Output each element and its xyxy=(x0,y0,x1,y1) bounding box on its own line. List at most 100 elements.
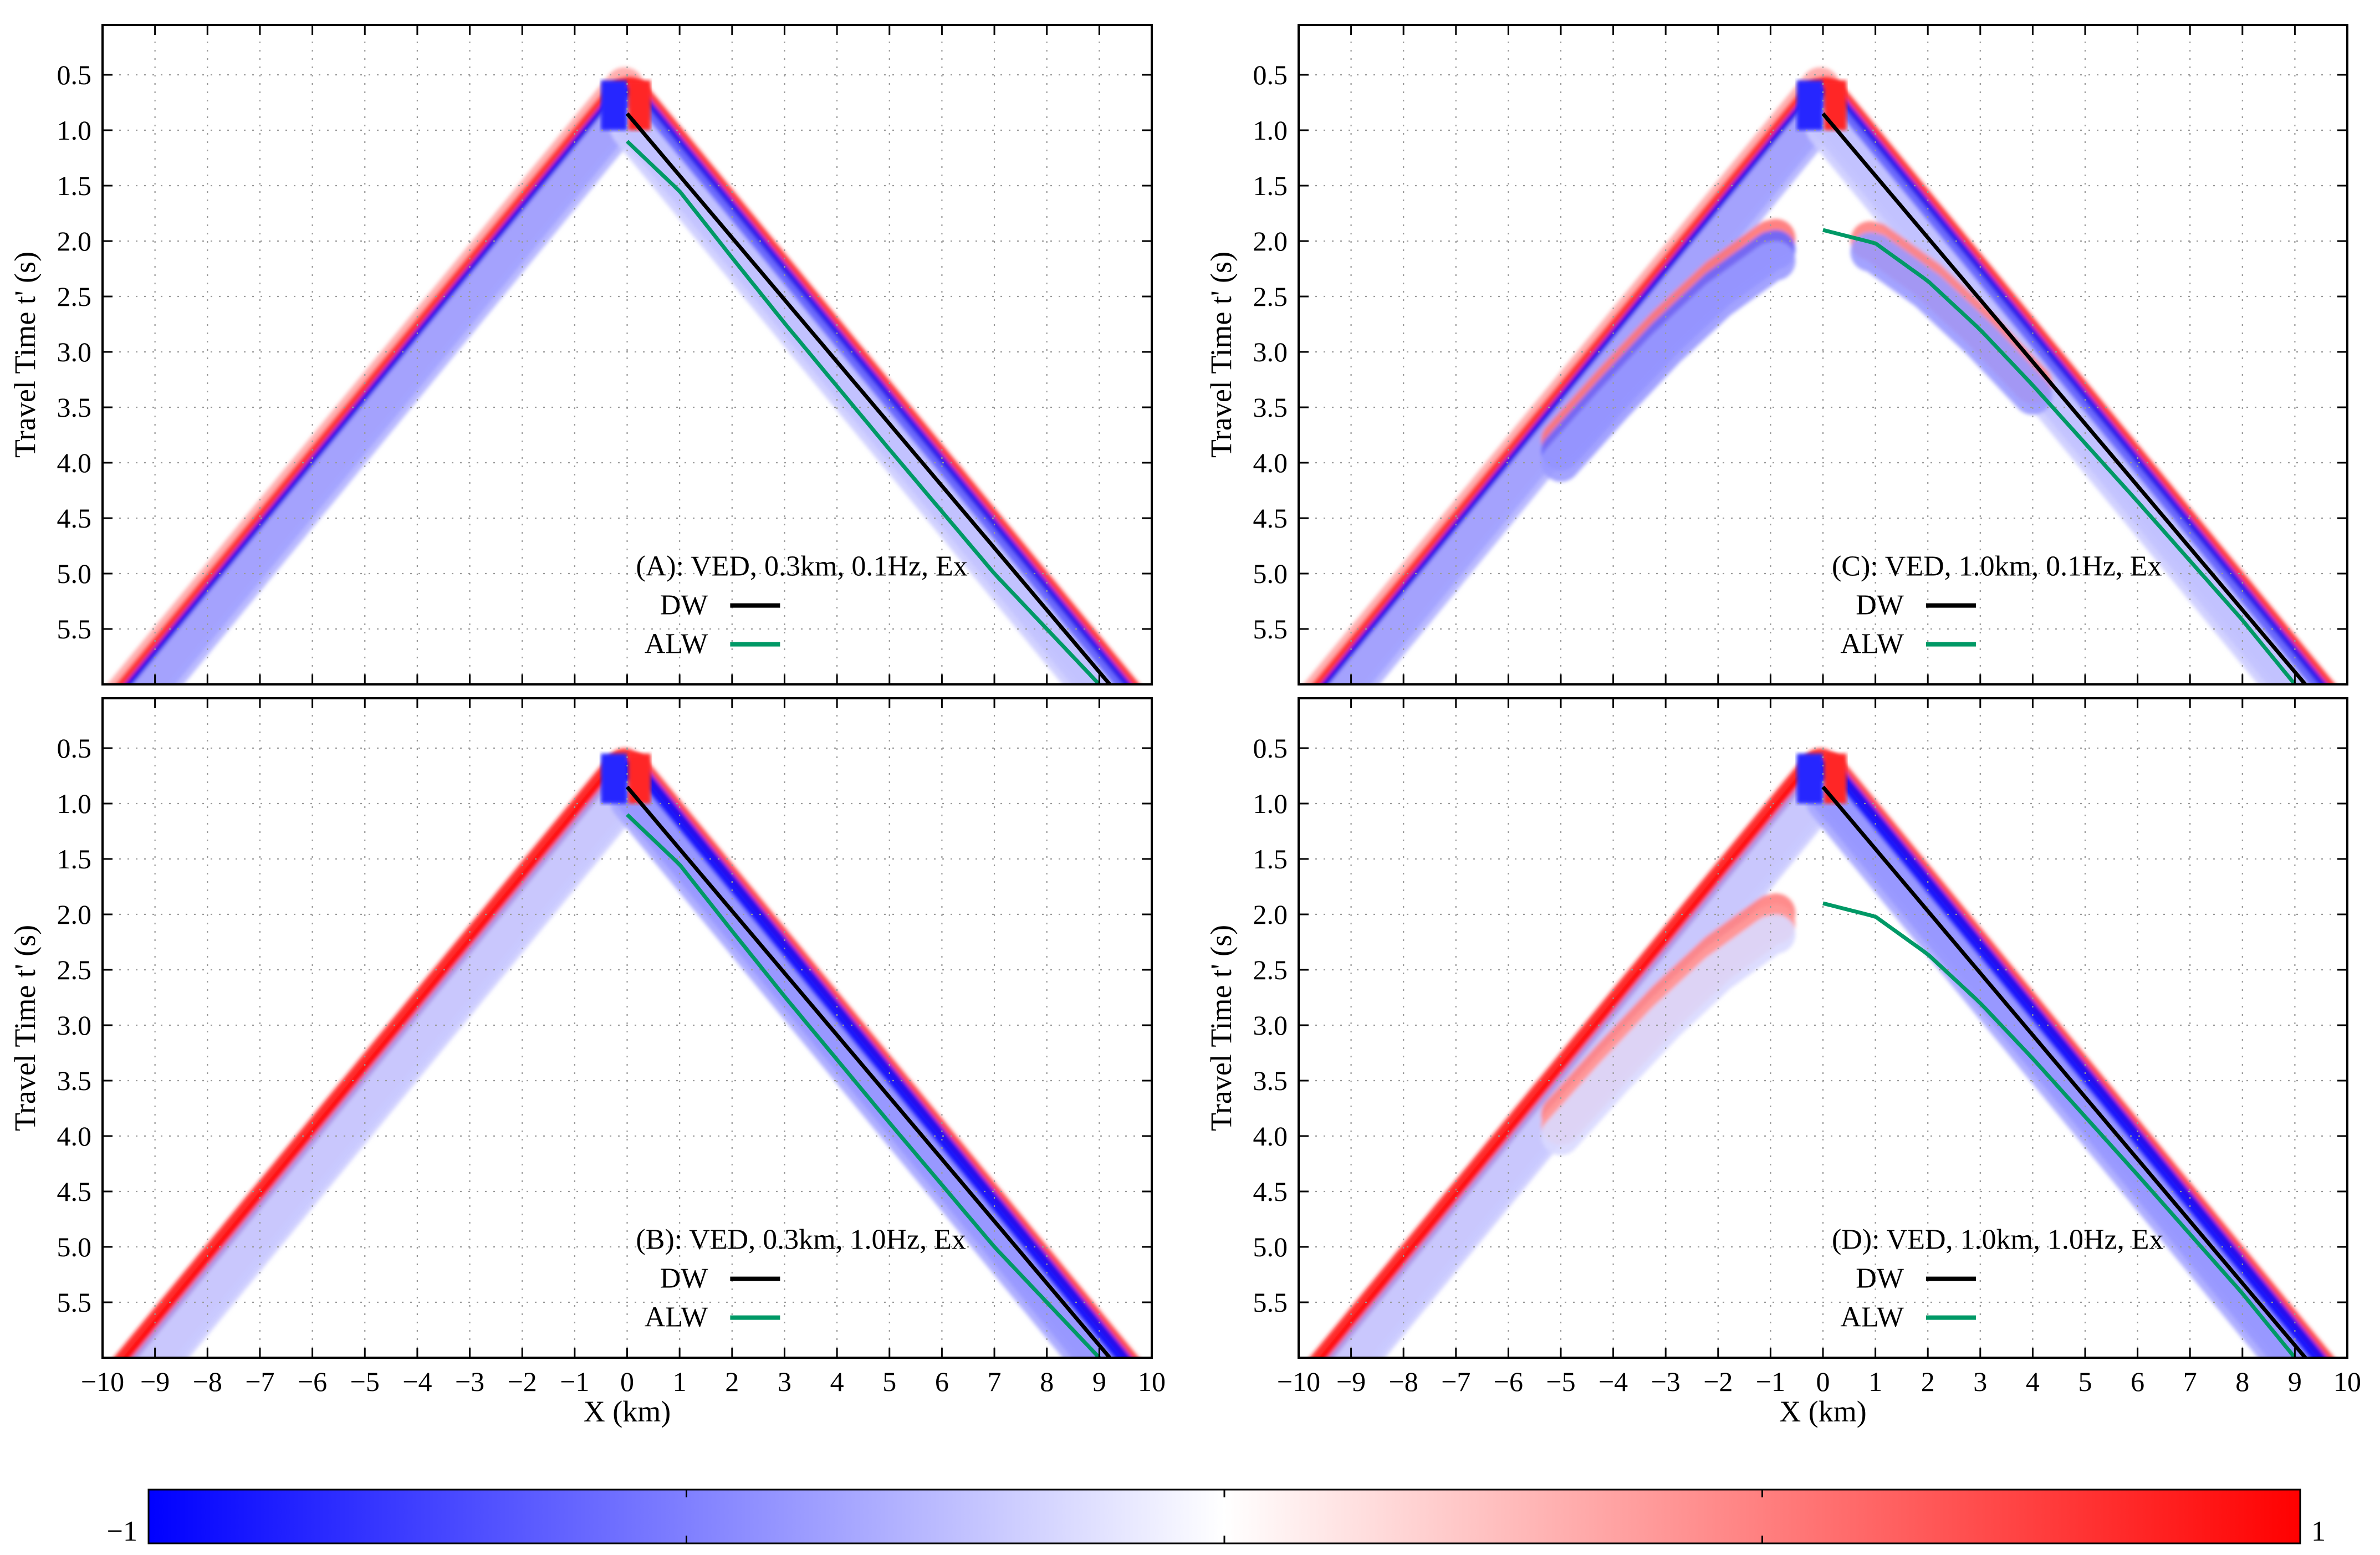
y-tick-label: 2.5 xyxy=(57,954,92,985)
left-secondary-neg-2 xyxy=(1541,914,1796,1155)
alw-curve-a xyxy=(626,140,1101,684)
apex-neg-blob xyxy=(1796,80,1823,130)
x-tick-label: 10 xyxy=(2333,1366,2361,1397)
y-axis-c: 0.5 1.0 1.5 2.0 2.5 3.0 3.5 4.0 4.5 5.0 5.5 Travel … xyxy=(1204,59,2347,644)
wavefield-a xyxy=(107,67,1140,684)
y-tick-label: 1.5 xyxy=(1253,843,1288,874)
x-tick-label: −7 xyxy=(245,1366,274,1397)
y-axis-title: Travel Time t' (s) xyxy=(1204,252,1238,458)
panel-a: 0.5 1.0 1.5 2.0 2.5 3.0 3.5 4.0 4.5 5.0 5.5 Travel … xyxy=(8,24,1153,686)
x-tick-label: −9 xyxy=(140,1366,170,1397)
x-tick-label: 0 xyxy=(1816,1366,1830,1397)
y-tick-label: 3.0 xyxy=(57,1010,92,1041)
colorbar-gradient xyxy=(147,1488,2301,1544)
panel-title: (A): VED, 0.3km, 0.1Hz, Ex xyxy=(636,551,967,582)
alw-curve-c xyxy=(1822,228,2297,684)
dw-curve-c xyxy=(1821,112,2307,684)
grid-d xyxy=(1299,698,2347,1358)
right-arm-neg-3 xyxy=(610,781,1114,1358)
x-tick-label: 1 xyxy=(1868,1366,1882,1397)
legend-label-dw: DW xyxy=(660,590,708,621)
y-tick-label: 5.5 xyxy=(1253,1287,1288,1318)
y-tick-label: 2.5 xyxy=(1253,954,1288,985)
legend-label-alw: ALW xyxy=(1840,628,1904,660)
x-tick-label: 3 xyxy=(1973,1366,1987,1397)
x-tick-label: −2 xyxy=(508,1366,537,1397)
grid-a xyxy=(103,25,1152,684)
y-tick-label: 2.0 xyxy=(1253,226,1288,257)
panel-title: (C): VED, 1.0km, 0.1Hz, Ex xyxy=(1832,551,2162,582)
apex-pos-blob xyxy=(628,754,651,804)
y-tick-label: 4.5 xyxy=(1253,1176,1288,1207)
x-axis-title: X (km) xyxy=(584,1395,671,1428)
y-tick-label: 2.0 xyxy=(57,899,92,930)
y-tick-label: 5.0 xyxy=(57,1231,92,1262)
y-tick-label: 2.5 xyxy=(57,281,92,312)
legend-d: (D): VED, 1.0km, 1.0Hz, Ex DW ALW xyxy=(1832,1224,2163,1333)
panel-d: 0.5 1.0 1.5 2.0 2.5 3.0 3.5 4.0 4.5 5.0 5.5 Travel … xyxy=(1204,697,2361,1428)
x-axis-b: −10 −9 −8 −7 −6 −5 −4 −3 −2 −1 0 1 2 3 4 5 6 7 8 9 10X (km) xyxy=(81,698,1166,1428)
y-tick-label: 3.5 xyxy=(57,392,92,423)
x-tick-label: 10 xyxy=(1138,1366,1166,1397)
y-tick-label: 4.5 xyxy=(57,1176,92,1207)
y-tick-label: 3.0 xyxy=(1253,1010,1288,1041)
dw-curve-b xyxy=(625,785,1111,1358)
x-tick-label: −10 xyxy=(81,1366,124,1397)
y-axis-title: Travel Time t' (s) xyxy=(8,252,42,458)
colorbar: −1 −0.5 0 0.5 1 xyxy=(107,1488,2326,1555)
y-tick-label: 4.5 xyxy=(1253,503,1288,534)
left-arm-neg-3 xyxy=(132,98,645,684)
panel-c: 0.5 1.0 1.5 2.0 2.5 3.0 3.5 4.0 4.5 5.0 5.5 Travel … xyxy=(1204,24,2348,686)
panel-b: 0.5 1.0 1.5 2.0 2.5 3.0 3.5 4.0 4.5 5.0 5.5 Travel … xyxy=(8,697,1166,1428)
x-tick-label: −8 xyxy=(1389,1366,1418,1397)
apex-pos-blob xyxy=(628,80,651,130)
x-tick-label: 4 xyxy=(2026,1366,2040,1397)
x-tick-label: 0 xyxy=(620,1366,634,1397)
apex-neg-blob xyxy=(1796,754,1823,804)
alw-curve-b xyxy=(626,813,1101,1358)
y-tick-label: 5.0 xyxy=(57,558,92,589)
x-tick-label: −7 xyxy=(1441,1366,1470,1397)
x-tick-label: 9 xyxy=(2288,1366,2302,1397)
colorbar-tick-label: −0.5 xyxy=(660,1549,712,1555)
grid-c xyxy=(1299,25,2347,684)
x-tick-label: 8 xyxy=(1040,1366,1054,1397)
x-tick-label: −4 xyxy=(402,1366,432,1397)
dw-curve-a xyxy=(625,112,1111,684)
colorbar-tick-label: 1 xyxy=(2311,1516,2326,1547)
colorbar-tick-label: 0 xyxy=(1217,1549,1232,1555)
legend-label-dw: DW xyxy=(1856,1263,1904,1295)
y-tick-label: 3.5 xyxy=(1253,392,1288,423)
y-tick-label: 3.5 xyxy=(57,1065,92,1096)
x-axis-d: −10 −9 −8 −7 −6 −5 −4 −3 −2 −1 0 1 2 3 4 5 6 7 8 9 10X (km) xyxy=(1277,698,2361,1428)
y-tick-label: 5.0 xyxy=(1253,1231,1288,1262)
y-tick-label: 5.0 xyxy=(1253,558,1288,589)
legend-label-dw: DW xyxy=(1856,590,1904,621)
x-axis-title: X (km) xyxy=(1779,1395,1866,1428)
y-axis-d: 0.5 1.0 1.5 2.0 2.5 3.0 3.5 4.0 4.5 5.0 5.5 Travel … xyxy=(1204,733,2347,1318)
y-axis-b: 0.5 1.0 1.5 2.0 2.5 3.0 3.5 4.0 4.5 5.0 5.5 Travel … xyxy=(8,733,1152,1318)
dw-curve-d xyxy=(1821,785,2307,1358)
y-tick-label: 0.5 xyxy=(1253,733,1288,764)
y-tick-label: 1.0 xyxy=(1253,788,1288,819)
left-arm-neg-3 xyxy=(138,778,645,1358)
y-tick-label: 1.5 xyxy=(57,170,92,201)
x-tick-label: −3 xyxy=(455,1366,484,1397)
y-tick-label: 2.0 xyxy=(1253,899,1288,930)
colorbar-tick-label: −1 xyxy=(107,1516,137,1547)
wavefield-b xyxy=(113,748,1139,1358)
legend-label-alw: ALW xyxy=(645,628,708,660)
y-tick-label: 0.5 xyxy=(57,59,92,90)
x-tick-label: −5 xyxy=(350,1366,380,1397)
y-tick-label: 4.0 xyxy=(1253,447,1288,478)
panel-title: (D): VED, 1.0km, 1.0Hz, Ex xyxy=(1832,1224,2163,1256)
y-tick-label: 4.0 xyxy=(1253,1121,1288,1152)
x-tick-label: −2 xyxy=(1703,1366,1733,1397)
apex-pos-blob xyxy=(1824,754,1847,804)
y-tick-label: 1.0 xyxy=(57,115,92,146)
x-tick-label: −4 xyxy=(1598,1366,1628,1397)
y-tick-label: 0.5 xyxy=(57,733,92,764)
legend-label-dw: DW xyxy=(660,1263,708,1295)
apex-neg-blob xyxy=(601,80,627,130)
